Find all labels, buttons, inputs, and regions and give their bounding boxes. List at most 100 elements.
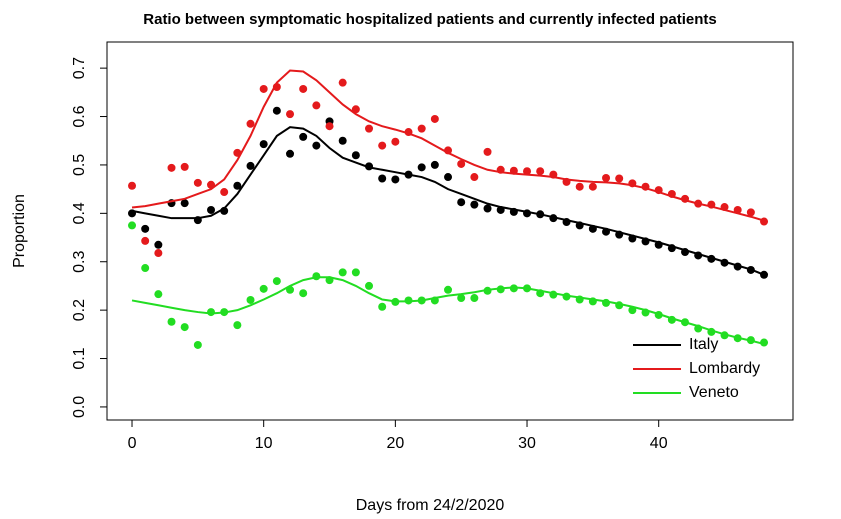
- fit-line: [131, 69, 765, 222]
- data-point: [746, 265, 755, 274]
- data-point: [457, 294, 466, 303]
- data-point: [299, 132, 308, 141]
- data-point: [246, 295, 255, 304]
- data-point: [496, 165, 505, 174]
- data-point: [430, 114, 439, 123]
- data-point: [404, 296, 413, 305]
- data-point: [667, 315, 676, 324]
- data-point: [141, 264, 150, 273]
- data-point: [391, 175, 400, 184]
- data-point: [233, 321, 242, 330]
- data-point: [246, 161, 255, 170]
- data-point: [654, 186, 663, 195]
- data-point: [509, 166, 518, 175]
- data-point: [444, 146, 453, 155]
- data-point: [141, 224, 150, 233]
- data-point: [746, 208, 755, 217]
- x-tick-label: 20: [386, 435, 404, 452]
- data-point: [246, 119, 255, 128]
- data-point: [483, 147, 492, 156]
- data-point: [536, 210, 545, 219]
- data-point: [562, 177, 571, 186]
- data-point: [180, 199, 189, 208]
- data-point: [325, 122, 334, 131]
- data-point: [272, 83, 281, 92]
- data-point: [733, 262, 742, 271]
- data-point: [154, 249, 163, 258]
- data-point: [299, 84, 308, 93]
- data-point: [220, 206, 229, 215]
- data-point: [233, 181, 242, 190]
- data-point: [286, 285, 295, 294]
- data-point: [667, 244, 676, 253]
- data-point: [128, 209, 137, 218]
- data-point: [180, 323, 189, 332]
- data-point: [417, 124, 426, 133]
- chart-title: Ratio between symptomatic hospitalized p…: [143, 11, 716, 28]
- data-point: [312, 101, 321, 110]
- data-point: [286, 110, 295, 119]
- data-point: [536, 289, 545, 298]
- data-point: [470, 173, 479, 182]
- data-point: [351, 105, 360, 114]
- data-point: [760, 270, 769, 279]
- data-point: [720, 258, 729, 267]
- data-point: [707, 200, 716, 209]
- data-point: [549, 170, 558, 179]
- y-tick-label: 0.0: [71, 396, 88, 418]
- data-point: [154, 290, 163, 299]
- data-point: [641, 237, 650, 246]
- data-point: [496, 285, 505, 294]
- data-point: [444, 285, 453, 294]
- data-point: [628, 179, 637, 188]
- data-point: [338, 136, 347, 145]
- data-point: [694, 199, 703, 208]
- data-point: [391, 137, 400, 146]
- data-point: [615, 174, 624, 183]
- data-point: [654, 310, 663, 319]
- data-point: [575, 182, 584, 191]
- data-point: [733, 205, 742, 214]
- data-point: [628, 234, 637, 243]
- data-point: [562, 218, 571, 227]
- data-point: [338, 268, 347, 277]
- data-point: [207, 308, 216, 317]
- data-point: [654, 240, 663, 249]
- data-point: [615, 301, 624, 310]
- data-point: [615, 230, 624, 239]
- data-point: [338, 78, 347, 87]
- data-point: [233, 148, 242, 157]
- data-point: [167, 317, 176, 326]
- data-point: [707, 327, 716, 336]
- data-point: [523, 209, 532, 218]
- data-point: [694, 251, 703, 260]
- x-tick-label: 40: [650, 435, 668, 452]
- data-point: [272, 106, 281, 115]
- data-point: [220, 188, 229, 197]
- data-point: [457, 159, 466, 168]
- y-axis-label: Proportion: [11, 194, 28, 268]
- data-point: [128, 221, 137, 230]
- data-point: [220, 308, 229, 317]
- data-point: [272, 277, 281, 286]
- y-tick-label: 0.3: [71, 251, 88, 273]
- data-point: [575, 221, 584, 230]
- data-point: [549, 214, 558, 223]
- data-point: [681, 194, 690, 203]
- data-point: [259, 140, 268, 149]
- legend-label: Italy: [689, 336, 718, 353]
- data-point: [404, 128, 413, 137]
- data-point: [128, 181, 137, 190]
- y-tick-label: 0.5: [71, 154, 88, 176]
- data-point: [641, 182, 650, 191]
- data-point: [378, 141, 387, 150]
- data-point: [180, 162, 189, 171]
- data-point: [378, 302, 387, 311]
- data-point: [588, 297, 597, 306]
- data-point: [509, 284, 518, 293]
- data-point: [286, 149, 295, 158]
- data-point: [167, 163, 176, 172]
- data-point: [575, 295, 584, 304]
- y-tick-label: 0.1: [71, 347, 88, 369]
- data-point: [641, 308, 650, 317]
